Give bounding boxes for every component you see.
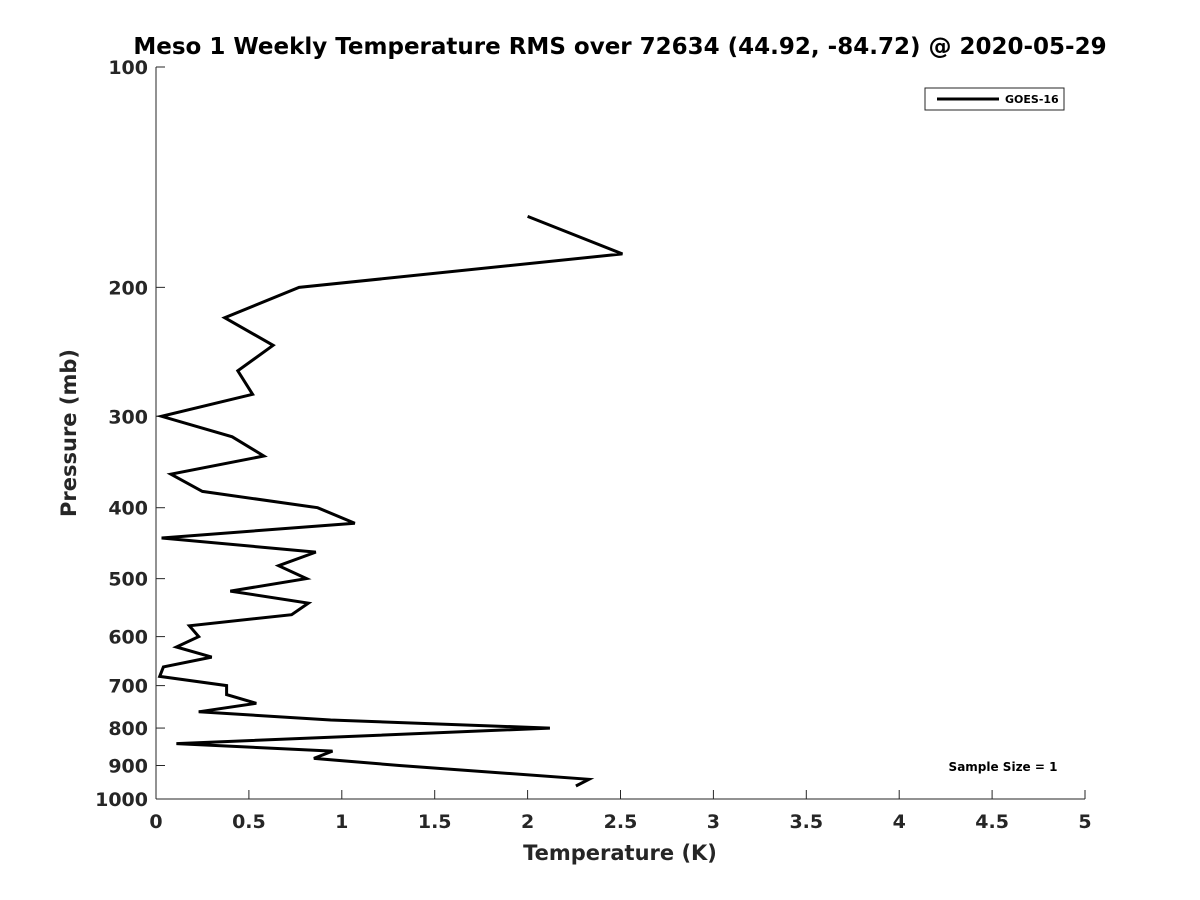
- x-tick-label: 5: [1078, 811, 1091, 833]
- x-tick-label: 2.5: [604, 811, 638, 833]
- y-tick-label: 400: [108, 498, 148, 520]
- x-axis-label: Temperature (K): [523, 841, 717, 865]
- x-tick-label: 1.5: [418, 811, 452, 833]
- x-tick-label: 3: [707, 811, 720, 833]
- chart-title: Meso 1 Weekly Temperature RMS over 72634…: [133, 34, 1106, 60]
- y-tick-label: 200: [108, 277, 148, 299]
- x-tick-label: 2: [521, 811, 534, 833]
- y-tick-label: 100: [108, 57, 148, 79]
- legend: GOES-16: [924, 87, 1065, 111]
- axes: [155, 67, 1085, 800]
- y-axis-label: Pressure (mb): [57, 349, 81, 517]
- y-tick-label: 500: [108, 569, 148, 591]
- legend-label-goes-16: GOES-16: [1005, 93, 1059, 106]
- x-tick-label: 3.5: [789, 811, 823, 833]
- y-tick-label: 1000: [95, 789, 148, 811]
- sample-size-annotation: Sample Size = 1: [949, 760, 1058, 774]
- y-tick-label: 600: [108, 627, 148, 649]
- x-tick-label: 4: [893, 811, 906, 833]
- y-tick-label: 900: [108, 756, 148, 778]
- y-tick-label: 700: [108, 676, 148, 698]
- x-tick-label: 4.5: [975, 811, 1009, 833]
- x-tick-label: 1: [335, 811, 348, 833]
- y-tick-label: 300: [108, 406, 148, 428]
- x-tick-label: 0.5: [232, 811, 266, 833]
- y-tick-label: 800: [108, 718, 148, 740]
- x-tick-label: 0: [149, 811, 162, 833]
- series-line-goes-16: [155, 215, 623, 788]
